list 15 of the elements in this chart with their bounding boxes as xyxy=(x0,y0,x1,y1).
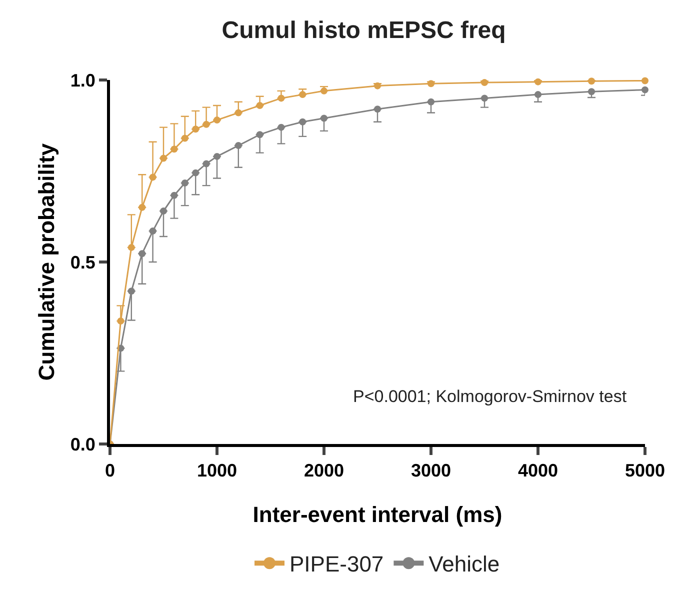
annotation: P<0.0001; Kolmogorov-Smirnov test xyxy=(353,387,627,406)
chart-title: Cumul histo mEPSC freq xyxy=(222,16,506,44)
x-tick-label: 3000 xyxy=(410,460,452,481)
x-tick-label: 4000 xyxy=(518,460,558,481)
y-tick-label: 1.0 xyxy=(70,70,96,90)
x-tick-label: 0 xyxy=(104,460,116,481)
y-tick-label: 0.5 xyxy=(70,252,96,272)
x-tick-label: 2000 xyxy=(304,460,344,481)
y-axis-title: Cumulative probability xyxy=(34,142,59,381)
legend-label: PIPE-307 xyxy=(290,552,384,577)
x-tick-label: 5000 xyxy=(624,460,666,481)
legend-label: Vehicle xyxy=(428,552,500,577)
x-axis-title: Inter-event interval (ms) xyxy=(252,502,502,527)
y-tick-label: 0.0 xyxy=(70,434,96,454)
x-tick-label: 1000 xyxy=(196,460,238,481)
